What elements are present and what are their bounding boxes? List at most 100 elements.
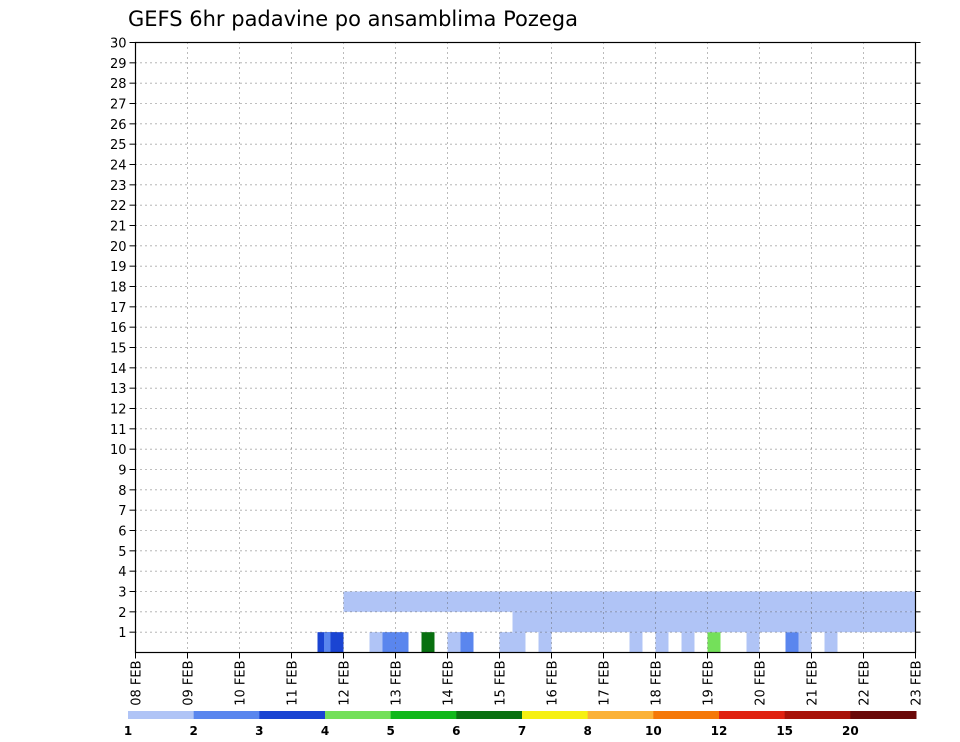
colorbar-label: 4: [321, 724, 329, 738]
x-tick-label: 15 FEB: [494, 661, 509, 706]
heat-cell: [694, 591, 708, 612]
y-tick-label: 9: [118, 464, 126, 479]
heat-cell: [655, 632, 669, 653]
heat-cell: [564, 611, 578, 633]
x-tick-label: 16 FEB: [546, 661, 561, 706]
colorbar-swatch: [456, 711, 523, 719]
heat-cell: [395, 591, 409, 612]
colorbar: 1 2 3 4 5 6 7 8 10 12 15 20: [124, 711, 917, 738]
colorbar-swatch: [390, 711, 457, 719]
x-tick-label: 09 FEB: [182, 661, 197, 706]
y-tick-label: 19: [110, 260, 127, 275]
colorbar-swatch: [193, 711, 260, 719]
y-tick-label: 12: [110, 403, 127, 418]
x-tick-label: 19 FEB: [702, 661, 717, 706]
heat-cell: [642, 611, 656, 633]
y-tick-label: 25: [110, 138, 127, 153]
x-tick-label: 23 FEB: [910, 661, 925, 706]
colorbar-label: 3: [255, 724, 263, 738]
heat-cell: [772, 611, 786, 633]
heat-cell: [746, 591, 760, 612]
heat-cell: [603, 611, 617, 633]
heat-cell: [369, 632, 383, 653]
heat-cell: [525, 591, 539, 612]
y-tick-label: 1: [118, 626, 126, 641]
y-tick-label: 23: [110, 179, 127, 194]
colorbar-label: 8: [583, 724, 591, 738]
x-tick-label: 08 FEB: [130, 661, 145, 706]
heat-cell: [538, 611, 552, 633]
x-tick-label: 22 FEB: [858, 661, 873, 706]
heat-cell: [746, 611, 760, 633]
heat-cell: [837, 591, 851, 612]
heat-cell: [850, 611, 864, 633]
heat-cell: [629, 591, 643, 612]
y-tick-label: 3: [118, 586, 126, 601]
y-tick-label: 20: [110, 240, 127, 255]
heat-cell: [824, 632, 838, 653]
heat-cell: [473, 591, 487, 612]
heat-cell: [681, 611, 695, 633]
heat-cell: [837, 611, 851, 633]
y-tick-label: 24: [110, 159, 127, 174]
colorbar-label: 1: [124, 724, 132, 738]
heat-cell: [863, 611, 877, 633]
y-tick-label: 28: [110, 77, 127, 92]
heat-cell: [577, 611, 591, 633]
heat-cell: [538, 591, 552, 612]
colorbar-label: 5: [386, 724, 394, 738]
heat-cell: [603, 591, 617, 612]
heat-cell: [616, 591, 630, 612]
heat-cell: [408, 591, 422, 612]
heat-cell: [577, 591, 591, 612]
y-tick-label: 21: [110, 220, 127, 235]
x-tick-label: 10 FEB: [234, 661, 249, 706]
colorbar-swatch: [719, 711, 786, 719]
colorbar-label: 2: [189, 724, 197, 738]
heat-cell: [824, 591, 838, 612]
heat-cell: [707, 611, 721, 633]
heat-cell: [382, 632, 396, 653]
y-tick-label: 29: [110, 57, 127, 72]
colorbar-label: 15: [776, 724, 793, 738]
y-tick-label: 22: [110, 199, 127, 214]
heat-cell: [759, 611, 773, 633]
heat-cell: [655, 591, 669, 612]
heat-cell: [694, 611, 708, 633]
y-tick-label: 4: [118, 565, 126, 580]
heat-cell: [681, 632, 695, 653]
heat-cell: [343, 591, 357, 612]
heat-cell: [551, 591, 565, 612]
colorbar-label: 10: [645, 724, 662, 738]
y-tick-label: 26: [110, 118, 127, 133]
heat-cell: [512, 591, 526, 612]
heat-cell: [616, 611, 630, 633]
heat-cell: [785, 632, 799, 653]
y-tick-label: 14: [110, 362, 127, 377]
heat-cell: [447, 591, 461, 612]
colorbar-label: 12: [711, 724, 728, 738]
heat-cell: [720, 591, 734, 612]
y-tick-label: 18: [110, 281, 127, 296]
heat-cell: [811, 611, 825, 633]
heat-cell: [707, 632, 721, 653]
y-tick-label: 13: [110, 382, 127, 397]
x-tick-label: 17 FEB: [598, 661, 613, 706]
heat-cell: [733, 611, 747, 633]
heat-cell: [421, 591, 435, 612]
heat-cell: [421, 632, 435, 653]
heat-cell: [499, 591, 513, 612]
heat-cell: [369, 591, 383, 612]
heat-cell: [876, 611, 890, 633]
heat-cell: [460, 632, 474, 653]
y-tick-label: 17: [110, 301, 127, 316]
heat-cell: [564, 591, 578, 612]
y-tick-label: 2: [118, 606, 126, 621]
heat-cell: [876, 591, 890, 612]
chart-title: GEFS 6hr padavine po ansamblima Pozega: [128, 7, 578, 31]
heat-cell: [785, 611, 799, 633]
heat-cell: [330, 632, 344, 653]
heat-cell: [512, 632, 526, 653]
heat-cell: [720, 611, 734, 633]
heat-cell: [382, 591, 396, 612]
